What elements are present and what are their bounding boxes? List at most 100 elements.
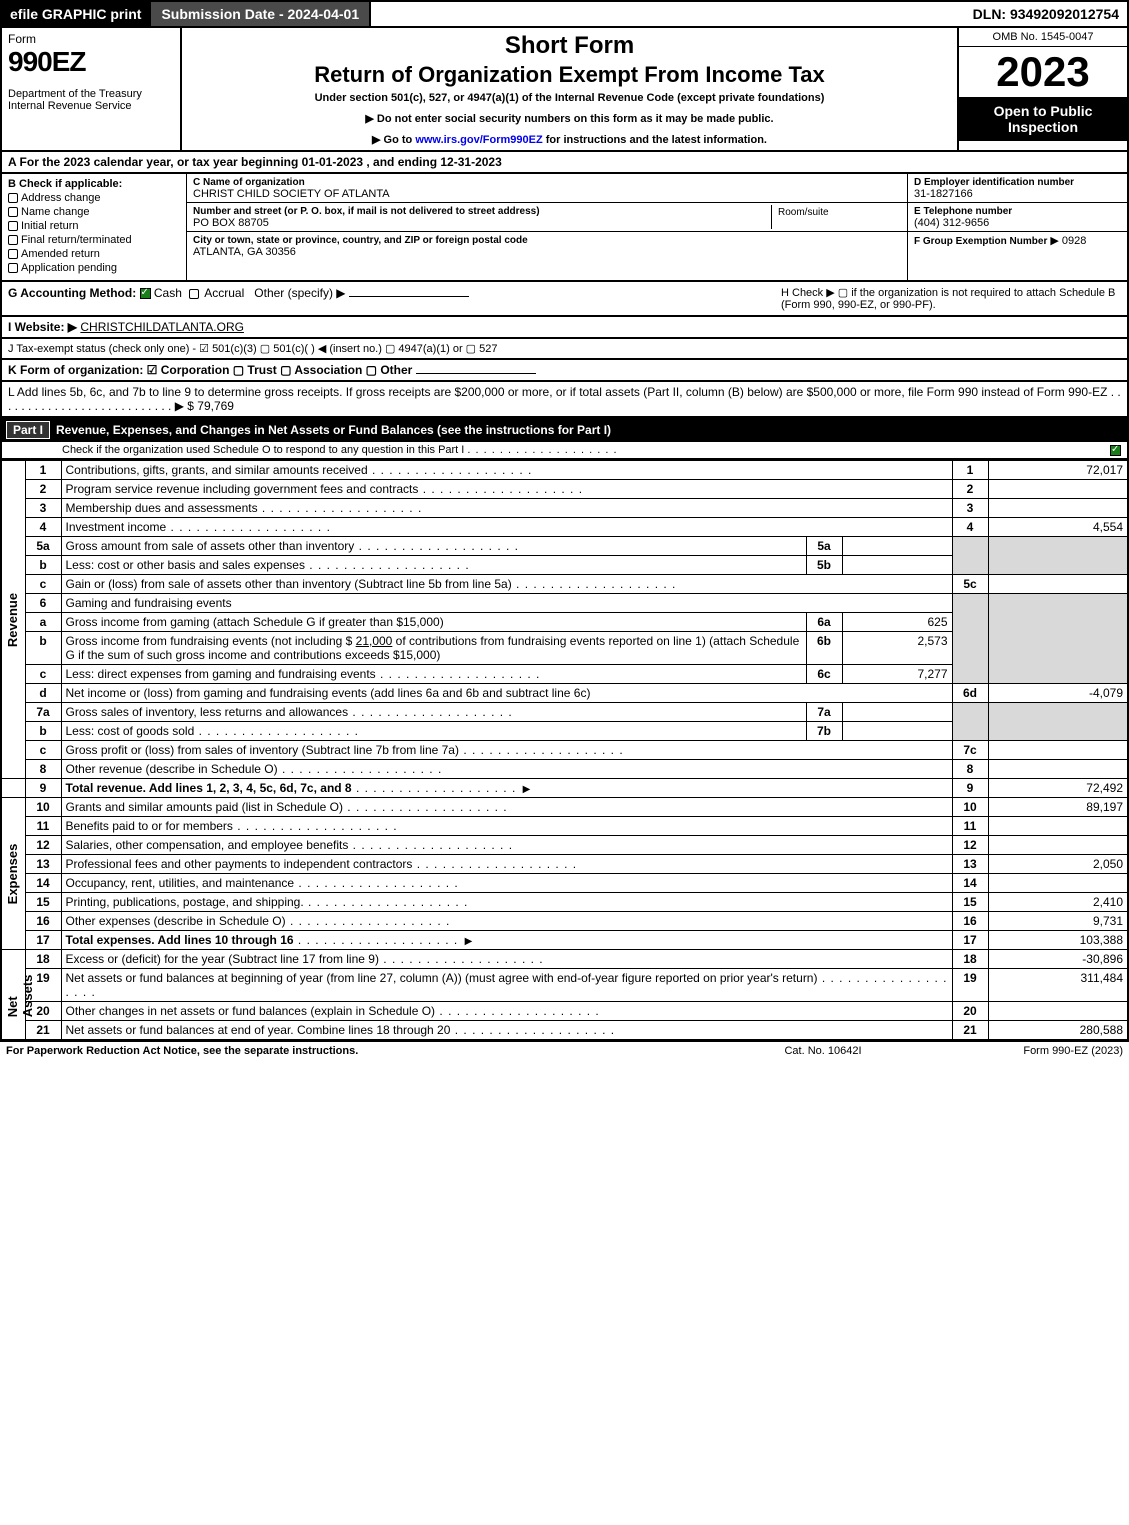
section-f: F Group Exemption Number ▶ 0928 xyxy=(908,232,1127,249)
efile-label[interactable]: efile GRAPHIC print xyxy=(2,2,149,26)
other-org-input[interactable] xyxy=(416,373,536,374)
line-11: 11Benefits paid to or for members11 xyxy=(1,817,1128,836)
line-4: 4Investment income44,554 xyxy=(1,518,1128,537)
line-1-desc: Contributions, gifts, grants, and simila… xyxy=(66,463,368,477)
under-section-text: Under section 501(c), 527, or 4947(a)(1)… xyxy=(190,92,949,104)
cb-address-change[interactable]: Address change xyxy=(8,192,180,204)
bullet-1: ▶ Do not enter social security numbers o… xyxy=(190,112,949,125)
line-17: 17Total expenses. Add lines 10 through 1… xyxy=(1,931,1128,950)
form-title: Return of Organization Exempt From Incom… xyxy=(190,62,949,88)
form-number: 990EZ xyxy=(8,46,174,78)
expenses-side-label: Expenses xyxy=(1,798,25,950)
line-5c: cGain or (loss) from sale of assets othe… xyxy=(1,575,1128,594)
line-1: Revenue 1 Contributions, gifts, grants, … xyxy=(1,461,1128,480)
section-i: I Website: ▶ CHRISTCHILDATLANTA.ORG xyxy=(0,317,1129,339)
checkbox-icon[interactable] xyxy=(8,221,18,231)
header-right: OMB No. 1545-0047 2023 Open to Public In… xyxy=(957,28,1127,150)
netassets-side-label: Net Assets xyxy=(1,950,25,1041)
cb-amended-return[interactable]: Amended return xyxy=(8,248,180,260)
line-7c: cGross profit or (loss) from sales of in… xyxy=(1,741,1128,760)
phone-label: E Telephone number xyxy=(914,206,1012,217)
org-name-row: C Name of organization CHRIST CHILD SOCI… xyxy=(187,174,907,203)
dots xyxy=(467,444,617,456)
section-b-label: B Check if applicable: xyxy=(8,178,122,190)
section-g-h: G Accounting Method: Cash Accrual Other … xyxy=(0,282,1129,317)
phone-value: (404) 312-9656 xyxy=(914,217,989,229)
line-9: 9Total revenue. Add lines 1, 2, 3, 4, 5c… xyxy=(1,779,1128,798)
line-19: 19Net assets or fund balances at beginni… xyxy=(1,969,1128,1002)
page-footer: For Paperwork Reduction Act Notice, see … xyxy=(0,1041,1129,1060)
line-10: Expenses10Grants and similar amounts pai… xyxy=(1,798,1128,817)
street-label: Number and street (or P. O. box, if mail… xyxy=(193,206,540,217)
bullet-2-post: for instructions and the latest informat… xyxy=(543,134,767,146)
line-6d: dNet income or (loss) from gaming and fu… xyxy=(1,684,1128,703)
section-j: J Tax-exempt status (check only one) - ☑… xyxy=(0,339,1129,360)
submission-date: Submission Date - 2024-04-01 xyxy=(149,2,371,26)
cb-final-return[interactable]: Final return/terminated xyxy=(8,234,180,246)
dln-label: DLN: 93492092012754 xyxy=(965,2,1127,26)
line-6: 6Gaming and fundraising events xyxy=(1,594,1128,613)
line-12: 12Salaries, other compensation, and empl… xyxy=(1,836,1128,855)
ein-value: 31-1827166 xyxy=(914,188,973,200)
section-b-c-d-e-f: B Check if applicable: Address change Na… xyxy=(0,174,1129,282)
revenue-side-label: Revenue xyxy=(1,461,25,779)
schedule-o-checkbox[interactable] xyxy=(1110,445,1121,456)
section-d-e-f: D Employer identification number 31-1827… xyxy=(907,174,1127,280)
g-cash: Cash xyxy=(154,286,182,300)
checkbox-icon[interactable] xyxy=(8,207,18,217)
line-15: 15Printing, publications, postage, and s… xyxy=(1,893,1128,912)
city-label: City or town, state or province, country… xyxy=(193,235,528,246)
section-e: E Telephone number (404) 312-9656 xyxy=(908,203,1127,232)
line-16: 16Other expenses (describe in Schedule O… xyxy=(1,912,1128,931)
section-a-text: A For the 2023 calendar year, or tax yea… xyxy=(8,155,502,169)
checkbox-icon[interactable] xyxy=(8,263,18,273)
ein-label: D Employer identification number xyxy=(914,177,1074,188)
checkbox-checked-icon[interactable] xyxy=(140,288,151,299)
part-i-label: Part I xyxy=(6,421,50,439)
arrow-icon xyxy=(462,933,476,947)
omb-number: OMB No. 1545-0047 xyxy=(959,28,1127,47)
department-label: Department of the Treasury Internal Reve… xyxy=(8,88,174,112)
footer-left: For Paperwork Reduction Act Notice, see … xyxy=(6,1045,723,1057)
checkbox-icon[interactable] xyxy=(8,249,18,259)
form-word: Form xyxy=(8,32,174,46)
street-row: Number and street (or P. O. box, if mail… xyxy=(187,203,907,232)
line-20: 20Other changes in net assets or fund ba… xyxy=(1,1002,1128,1021)
tax-year: 2023 xyxy=(959,47,1127,97)
footer-center: Cat. No. 10642I xyxy=(723,1045,923,1057)
section-l: L Add lines 5b, 6c, and 7b to line 9 to … xyxy=(0,382,1129,418)
line-7a: 7aGross sales of inventory, less returns… xyxy=(1,703,1128,722)
website-value[interactable]: CHRISTCHILDATLANTA.ORG xyxy=(80,320,244,334)
checkbox-icon[interactable] xyxy=(8,235,18,245)
bullet-2: ▶ Go to www.irs.gov/Form990EZ for instru… xyxy=(190,133,949,146)
open-public-inspection: Open to Public Inspection xyxy=(959,97,1127,141)
checkbox-icon[interactable] xyxy=(8,193,18,203)
line-2: 2Program service revenue including gover… xyxy=(1,480,1128,499)
short-form-title: Short Form xyxy=(190,32,949,60)
org-name-label: C Name of organization xyxy=(193,177,305,188)
header-center: Short Form Return of Organization Exempt… xyxy=(182,28,957,150)
section-k-text: K Form of organization: ☑ Corporation ▢ … xyxy=(8,363,412,377)
g-label: G Accounting Method: xyxy=(8,286,136,300)
part-i-header: Part I Revenue, Expenses, and Changes in… xyxy=(0,418,1129,442)
city-row: City or town, state or province, country… xyxy=(187,232,907,260)
cb-name-change[interactable]: Name change xyxy=(8,206,180,218)
part-i-sub-text: Check if the organization used Schedule … xyxy=(62,444,464,456)
part-i-title: Revenue, Expenses, and Changes in Net As… xyxy=(56,423,611,437)
group-exemption-label: F Group Exemption Number xyxy=(914,236,1047,247)
section-a: A For the 2023 calendar year, or tax yea… xyxy=(0,152,1129,174)
website-label: I Website: ▶ xyxy=(8,320,77,334)
bullet-2-pre: ▶ Go to xyxy=(372,134,415,146)
line-13: 13Professional fees and other payments t… xyxy=(1,855,1128,874)
section-b: B Check if applicable: Address change Na… xyxy=(2,174,187,280)
section-d: D Employer identification number 31-1827… xyxy=(908,174,1127,203)
checkbox-icon[interactable] xyxy=(189,289,199,299)
section-k: K Form of organization: ☑ Corporation ▢ … xyxy=(0,360,1129,382)
cb-initial-return[interactable]: Initial return xyxy=(8,220,180,232)
section-h: H Check ▶ ▢ if the organization is not r… xyxy=(781,286,1121,311)
other-specify-input[interactable] xyxy=(349,296,469,297)
part-i-table: Revenue 1 Contributions, gifts, grants, … xyxy=(0,460,1129,1041)
irs-link[interactable]: www.irs.gov/Form990EZ xyxy=(415,134,542,146)
line-18: Net Assets18Excess or (deficit) for the … xyxy=(1,950,1128,969)
cb-application-pending[interactable]: Application pending xyxy=(8,262,180,274)
